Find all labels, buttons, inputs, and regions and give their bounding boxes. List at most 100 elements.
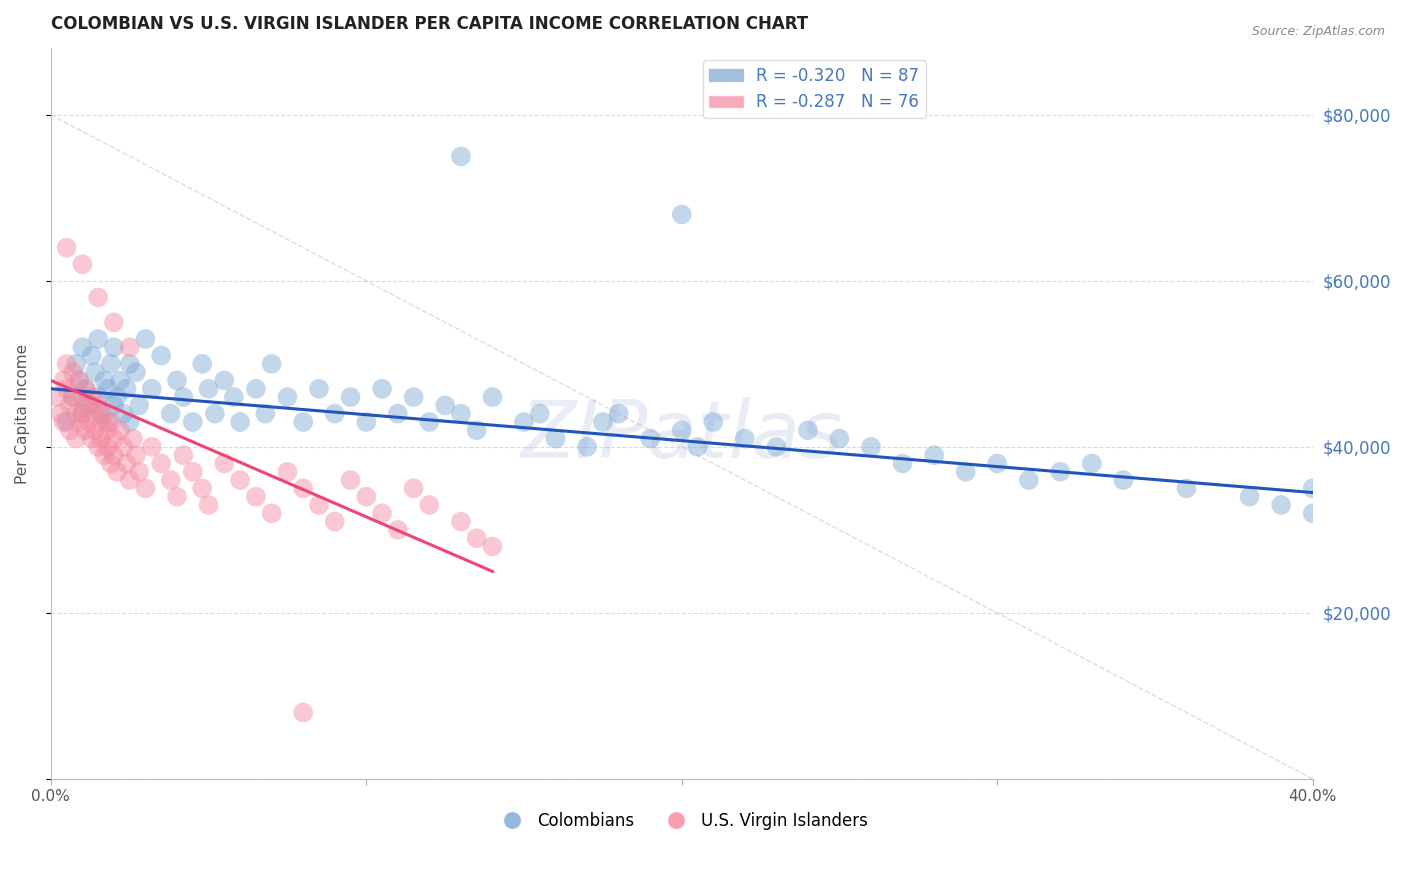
Point — [1112, 473, 1135, 487]
Point — [181, 415, 204, 429]
Point — [87, 440, 110, 454]
Point — [465, 423, 488, 437]
Point — [638, 432, 661, 446]
Point — [955, 465, 977, 479]
Point — [513, 415, 536, 429]
Point — [55, 415, 77, 429]
Point — [65, 432, 87, 446]
Point — [87, 398, 110, 412]
Point — [922, 448, 945, 462]
Point — [55, 382, 77, 396]
Point — [49, 407, 72, 421]
Point — [62, 390, 84, 404]
Point — [450, 407, 472, 421]
Point — [97, 415, 120, 429]
Point — [134, 482, 156, 496]
Point — [450, 515, 472, 529]
Point — [465, 531, 488, 545]
Point — [128, 465, 150, 479]
Point — [797, 423, 820, 437]
Point — [1175, 482, 1198, 496]
Point — [481, 540, 503, 554]
Point — [204, 407, 226, 421]
Point — [52, 374, 75, 388]
Point — [97, 423, 120, 437]
Point — [765, 440, 787, 454]
Point — [80, 432, 103, 446]
Point — [544, 432, 567, 446]
Point — [529, 407, 551, 421]
Point — [150, 457, 173, 471]
Point — [128, 398, 150, 412]
Point — [80, 390, 103, 404]
Text: ZIPatlas: ZIPatlas — [520, 397, 842, 475]
Point — [191, 482, 214, 496]
Point — [97, 440, 120, 454]
Point — [59, 398, 82, 412]
Point — [292, 415, 315, 429]
Point — [592, 415, 614, 429]
Point — [115, 457, 138, 471]
Point — [118, 473, 141, 487]
Point — [93, 374, 115, 388]
Point — [118, 415, 141, 429]
Point — [308, 498, 330, 512]
Point — [110, 374, 132, 388]
Point — [72, 257, 94, 271]
Point — [115, 382, 138, 396]
Point — [418, 498, 440, 512]
Point — [112, 407, 135, 421]
Point — [402, 390, 425, 404]
Point — [100, 415, 122, 429]
Point — [1270, 498, 1292, 512]
Point — [245, 382, 267, 396]
Y-axis label: Per Capita Income: Per Capita Income — [15, 343, 30, 483]
Point — [402, 482, 425, 496]
Point — [103, 398, 125, 412]
Point — [72, 407, 94, 421]
Point — [90, 432, 112, 446]
Point — [100, 357, 122, 371]
Point — [229, 415, 252, 429]
Point — [159, 407, 181, 421]
Point — [1239, 490, 1261, 504]
Point — [105, 465, 128, 479]
Point — [62, 365, 84, 379]
Point — [121, 432, 143, 446]
Point — [55, 241, 77, 255]
Point — [214, 457, 236, 471]
Point — [103, 432, 125, 446]
Point — [371, 506, 394, 520]
Point — [734, 432, 756, 446]
Point — [214, 374, 236, 388]
Point — [125, 365, 148, 379]
Point — [576, 440, 599, 454]
Point — [72, 340, 94, 354]
Point — [67, 415, 90, 429]
Point — [103, 448, 125, 462]
Point — [141, 382, 163, 396]
Point — [52, 415, 75, 429]
Point — [84, 423, 107, 437]
Point — [686, 440, 709, 454]
Point — [103, 340, 125, 354]
Point — [292, 482, 315, 496]
Point — [702, 415, 724, 429]
Point — [1081, 457, 1104, 471]
Point — [671, 207, 693, 221]
Point — [276, 465, 298, 479]
Point — [1302, 506, 1324, 520]
Point — [450, 149, 472, 163]
Point — [308, 382, 330, 396]
Point — [481, 390, 503, 404]
Point — [118, 340, 141, 354]
Point — [371, 382, 394, 396]
Point — [93, 448, 115, 462]
Point — [110, 423, 132, 437]
Point — [172, 390, 194, 404]
Point — [90, 415, 112, 429]
Point — [93, 407, 115, 421]
Point — [141, 440, 163, 454]
Point — [260, 506, 283, 520]
Point — [75, 382, 97, 396]
